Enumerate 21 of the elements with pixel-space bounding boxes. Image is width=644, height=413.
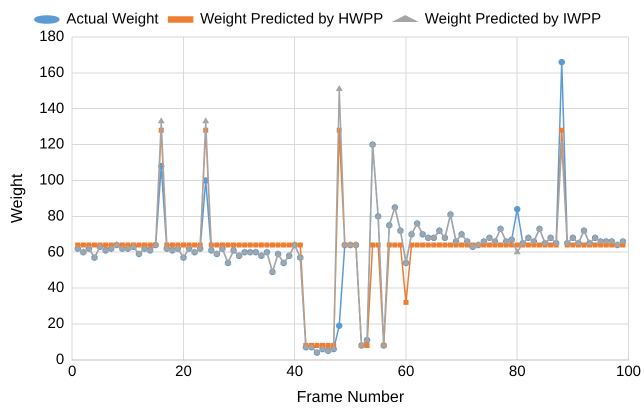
y-tick-label: 180	[39, 28, 64, 46]
y-tick-label: 120	[39, 136, 64, 153]
x-tick-label: 60	[398, 362, 414, 380]
x-tick-label: 40	[286, 362, 304, 380]
x-tick-label: 80	[508, 362, 526, 380]
y-tick-label: 160	[39, 64, 64, 82]
legend-label: Weight Predicted by HWPP	[200, 10, 384, 28]
y-tick-label: 60	[48, 243, 64, 260]
legend-label: Actual Weight	[66, 10, 160, 28]
x-tick-label: 100	[616, 362, 641, 380]
y-tick-label: 40	[48, 279, 64, 296]
y-tick-label: 0	[56, 350, 64, 368]
y-tick-label: 100	[39, 172, 64, 189]
y-tick-label: 20	[48, 315, 64, 332]
legend-label: Weight Predicted by IWPP	[424, 10, 602, 28]
x-tick-label: 0	[68, 362, 76, 380]
x-tick-label: 20	[175, 362, 192, 380]
y-axis-title: Weight	[9, 173, 26, 224]
x-axis-title: Frame Number	[296, 388, 405, 406]
y-tick-label: 80	[48, 207, 64, 224]
y-tick-label: 140	[39, 100, 64, 117]
